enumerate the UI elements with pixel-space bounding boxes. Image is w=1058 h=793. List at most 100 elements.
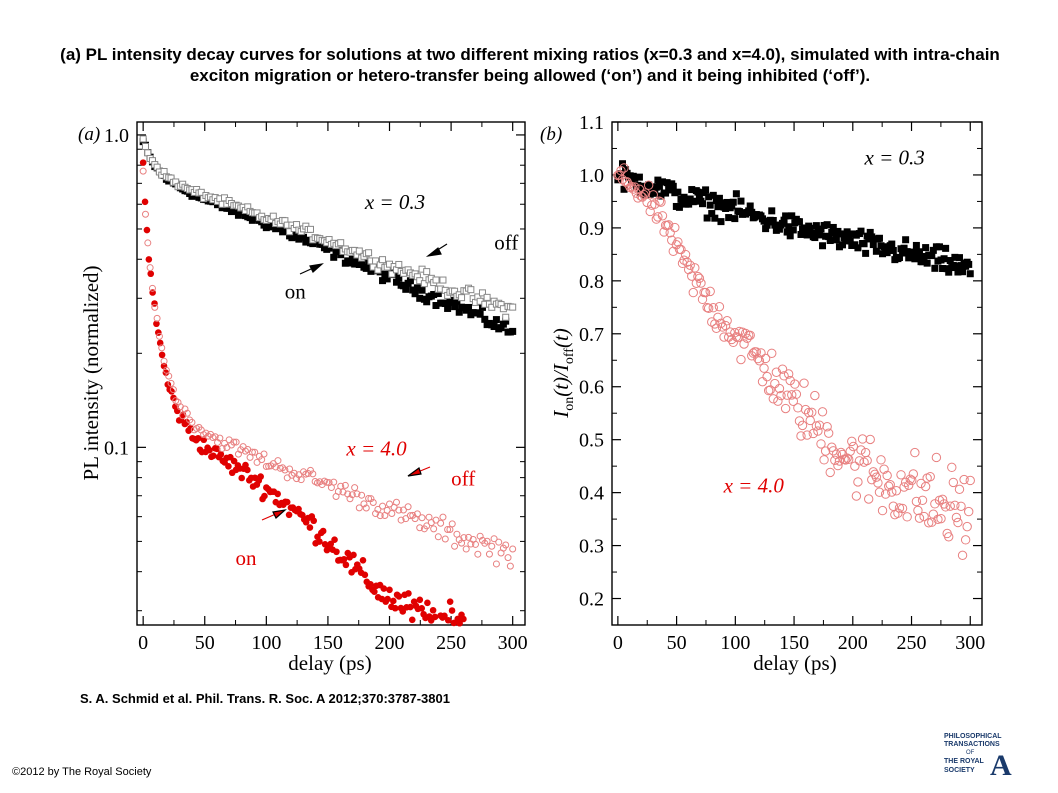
annotation-label: on — [236, 546, 257, 570]
data-point — [337, 482, 345, 490]
data-point — [504, 554, 512, 562]
data-point — [420, 280, 428, 288]
data-point — [238, 474, 245, 482]
data-point — [481, 315, 489, 323]
data-point — [947, 462, 957, 473]
data-point — [670, 222, 680, 233]
data-point — [657, 211, 668, 221]
data-point — [896, 470, 906, 480]
data-point — [169, 386, 177, 394]
data-point — [187, 424, 194, 432]
data-point — [846, 237, 854, 245]
data-point — [732, 190, 740, 198]
data-point — [816, 439, 826, 449]
data-point — [153, 314, 161, 322]
data-point — [211, 433, 219, 441]
data-point — [879, 250, 887, 258]
data-point — [362, 504, 370, 512]
data-point — [395, 506, 403, 514]
data-point — [165, 372, 173, 380]
data-point — [813, 426, 823, 436]
data-point — [694, 188, 702, 196]
data-point — [702, 186, 710, 194]
data-point — [188, 418, 196, 426]
data-point — [213, 445, 221, 453]
data-point — [319, 527, 327, 535]
data-point — [194, 434, 202, 442]
data-point — [293, 475, 301, 483]
data-point — [685, 200, 693, 208]
x-tick-label: 150 — [779, 632, 809, 654]
royal-society-logo: PHILOSOPHICAL TRANSACTIONS OF THE ROYAL … — [944, 733, 1012, 780]
data-point — [631, 174, 639, 182]
data-point — [151, 303, 159, 311]
data-point — [959, 474, 969, 485]
panel-a-label: (a) — [78, 124, 100, 145]
data-point — [960, 535, 971, 545]
data-point — [221, 439, 229, 447]
data-point — [674, 188, 682, 196]
data-point — [654, 176, 662, 184]
data-point — [817, 225, 825, 233]
data-point — [899, 482, 909, 492]
data-point — [418, 514, 426, 522]
data-point — [257, 473, 264, 480]
data-point — [411, 290, 419, 298]
data-point — [879, 464, 889, 474]
data-point — [875, 234, 883, 242]
data-point — [693, 271, 703, 282]
data-point — [691, 278, 702, 288]
data-point — [502, 317, 510, 325]
data-point — [707, 317, 717, 327]
data-point — [931, 264, 939, 272]
data-point — [155, 332, 163, 340]
data-point — [694, 273, 705, 283]
annotation-label: on — [285, 279, 307, 303]
data-point — [633, 193, 643, 203]
x-tick-label: 50 — [667, 632, 687, 654]
data-point — [783, 228, 791, 236]
data-point — [880, 489, 891, 499]
data-point — [416, 524, 424, 532]
data-point — [863, 494, 874, 504]
data-point — [444, 304, 452, 312]
data-point — [288, 471, 296, 479]
data-point — [139, 167, 147, 175]
data-point — [669, 182, 677, 190]
data-point — [225, 463, 232, 470]
data-point — [723, 198, 731, 206]
data-point — [950, 500, 960, 510]
data-point — [717, 218, 725, 226]
data-point — [877, 505, 888, 516]
data-point — [451, 303, 459, 311]
data-point — [688, 186, 696, 194]
data-point — [451, 542, 459, 550]
data-point — [376, 512, 384, 520]
data-point — [690, 263, 700, 273]
data-point — [725, 214, 733, 222]
data-point — [919, 511, 929, 522]
data-point — [654, 196, 665, 206]
y-tick-label: 0.2 — [579, 589, 604, 611]
data-point — [829, 223, 837, 231]
data-point — [730, 328, 740, 338]
data-point — [662, 189, 670, 197]
data-point — [959, 268, 967, 276]
data-point — [945, 501, 955, 511]
logo-line-4: THE ROYAL — [944, 758, 985, 765]
data-point — [943, 265, 951, 273]
data-point — [619, 163, 629, 173]
data-point — [785, 223, 793, 231]
data-point — [620, 185, 628, 193]
x-tick-label: 300 — [955, 632, 985, 654]
data-point — [495, 538, 503, 546]
data-point — [714, 203, 722, 211]
data-point — [711, 214, 719, 222]
data-point — [853, 477, 863, 487]
data-point — [888, 240, 896, 248]
data-point — [617, 174, 628, 185]
data-point — [148, 284, 156, 292]
data-point — [731, 332, 742, 342]
data-point — [351, 484, 359, 492]
data-point — [854, 456, 865, 466]
